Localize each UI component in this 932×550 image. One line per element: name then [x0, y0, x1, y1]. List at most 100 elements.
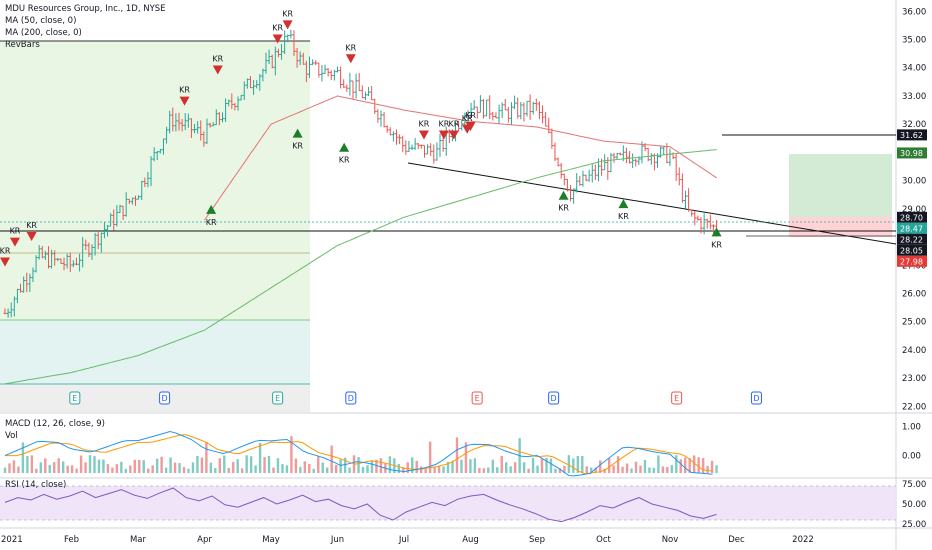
volume-bar — [554, 468, 557, 473]
price-tick: 34.00 — [902, 64, 926, 74]
volume-bar — [692, 455, 696, 473]
event-label: D — [551, 394, 557, 403]
ma50-legend[interactable]: MA (50, close, 0) — [5, 16, 77, 26]
kr-label: KR — [558, 204, 569, 213]
price-tag — [897, 222, 927, 234]
volume-bar — [563, 465, 566, 473]
price-axis-ticks: 22.0023.0024.0025.0026.0027.0028.0029.00… — [902, 7, 926, 530]
volume-bar — [299, 466, 302, 473]
rsi-line — [4, 487, 717, 523]
volume-bar — [549, 458, 553, 473]
volume-bar — [352, 455, 356, 473]
volume-bar — [473, 458, 477, 473]
volume-bar — [124, 468, 128, 473]
kr-buy-arrow — [206, 204, 217, 214]
rsi-tick: 75.00 — [902, 480, 926, 490]
volume-bar — [487, 467, 490, 473]
event-label: E — [72, 394, 77, 403]
macd-signal-line — [5, 434, 713, 475]
kr-sell-arrow — [418, 130, 429, 140]
kr-label: KR — [465, 111, 476, 120]
kr-label: KR — [618, 212, 629, 221]
volume-bar — [3, 467, 7, 473]
volume-legend[interactable]: Vol — [5, 431, 18, 441]
price-tag — [897, 233, 927, 245]
volume-bar — [406, 462, 409, 473]
volume-bar — [697, 457, 700, 473]
event-marker — [69, 391, 81, 405]
volume-bar — [428, 441, 432, 473]
rsi-path — [4, 487, 717, 523]
volume-bar — [21, 442, 25, 473]
volume-bar — [120, 461, 123, 473]
volume-bar — [446, 461, 450, 473]
volume-bar — [639, 465, 642, 473]
time-label: Jul — [398, 535, 409, 545]
ma200-legend[interactable]: MA (200, close, 0) — [5, 28, 82, 38]
fib-zone-lower — [0, 320, 310, 385]
volume-bar — [482, 468, 486, 473]
volume-bar — [370, 460, 374, 473]
volume-bar — [670, 465, 673, 473]
trend-channel-line[interactable] — [407, 162, 897, 245]
volume-bar — [455, 437, 459, 473]
kr-label: KR — [10, 227, 21, 236]
kr-label: KR — [282, 9, 293, 18]
kr-label: KR — [462, 114, 473, 123]
volume-bar — [312, 468, 315, 473]
volume-bar — [272, 467, 275, 473]
time-label: Jun — [330, 535, 344, 545]
kr-sell-arrow — [448, 130, 459, 140]
stop-zone — [789, 217, 892, 237]
fib-zone-upper — [0, 41, 310, 321]
time-label: 2022 — [792, 535, 814, 545]
volume-bar — [232, 461, 235, 473]
volume-bar — [522, 462, 526, 473]
kr-label: KR — [711, 240, 722, 249]
kr-buy-arrow — [558, 190, 569, 200]
rsi-legend[interactable]: RSI (14, close) — [5, 480, 67, 490]
kr-sell-arrow — [282, 20, 293, 30]
rsi-tick: 50.00 — [902, 500, 926, 510]
volume-bar — [249, 456, 253, 473]
volume-bar — [509, 466, 512, 473]
volume-bar — [603, 468, 606, 473]
volume-bar — [326, 467, 329, 473]
macd-legend[interactable]: MACD (12, 26, close, 9) — [5, 419, 105, 429]
volume-bar — [348, 467, 351, 473]
volume-bar — [191, 462, 195, 473]
volume-bar — [630, 468, 633, 473]
price-tag-label: 28.70 — [900, 213, 923, 222]
volume-bar — [303, 461, 307, 473]
revbars-legend[interactable]: RevBars — [5, 40, 40, 50]
event-marker — [345, 391, 357, 405]
kr-buy-arrow — [339, 142, 350, 152]
volume-bar — [464, 442, 468, 473]
event-label: D — [348, 394, 354, 403]
volume-bar — [245, 455, 248, 473]
volume-bar — [513, 462, 517, 473]
time-label: Oct — [596, 535, 611, 545]
volume-bar — [258, 443, 262, 473]
macd-lines — [4, 430, 713, 477]
volume-bar — [115, 464, 119, 473]
volume-bar — [75, 468, 78, 473]
price-tick: 32.00 — [902, 120, 926, 130]
kr-sell-arrow — [272, 34, 283, 44]
target-zone — [789, 154, 892, 217]
volume-bar — [240, 468, 244, 473]
volume-bar — [402, 467, 405, 473]
volume-bar — [585, 466, 588, 473]
kr-buy-arrow — [292, 128, 303, 138]
rsi-band — [0, 486, 896, 520]
volume-bar — [290, 436, 293, 473]
volume-bar — [361, 466, 365, 473]
volume-bar — [53, 462, 56, 473]
price-tick: 30.00 — [902, 177, 926, 187]
chart-title: MDU Resources Group, Inc., 1D, NYSE — [5, 4, 166, 14]
volume-bar — [616, 456, 620, 473]
price-tick: 22.00 — [902, 402, 926, 412]
volume-bar — [44, 458, 47, 473]
volume-bar — [590, 467, 593, 473]
